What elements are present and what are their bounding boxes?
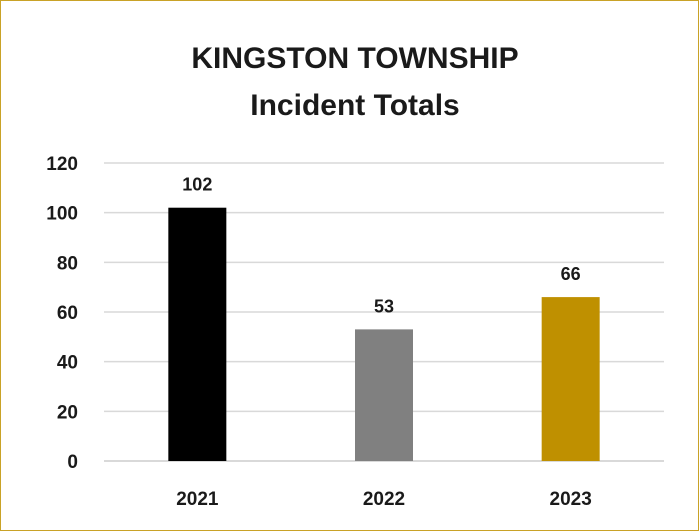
data-label-2022: 53 — [374, 296, 394, 316]
bar-2023 — [541, 297, 600, 461]
bar-2021 — [168, 207, 227, 461]
data-labels: 102 53 66 — [182, 175, 580, 317]
y-tick-label: 80 — [57, 253, 78, 274]
data-label-2023: 66 — [561, 264, 581, 284]
x-tick-label-2022: 2022 — [363, 489, 405, 510]
bar-2022 — [355, 329, 413, 461]
chart-title: KINGSTON TOWNSHIP — [191, 42, 518, 75]
x-axis-ticks: 2021 2022 2023 — [176, 489, 592, 510]
y-axis-ticks: 0 20 40 60 80 100 120 — [46, 154, 78, 473]
bars — [168, 207, 600, 461]
y-tick-label: 40 — [57, 353, 78, 374]
y-tick-label: 100 — [46, 204, 78, 225]
y-tick-label: 120 — [46, 154, 78, 175]
y-tick-label: 60 — [57, 303, 78, 324]
y-tick-label: 0 — [67, 452, 78, 473]
chart-subtitle: Incident Totals — [250, 89, 459, 122]
y-tick-label: 20 — [57, 402, 78, 423]
x-tick-label-2021: 2021 — [176, 489, 219, 510]
data-label-2021: 102 — [182, 175, 212, 195]
x-tick-label-2023: 2023 — [550, 489, 592, 510]
